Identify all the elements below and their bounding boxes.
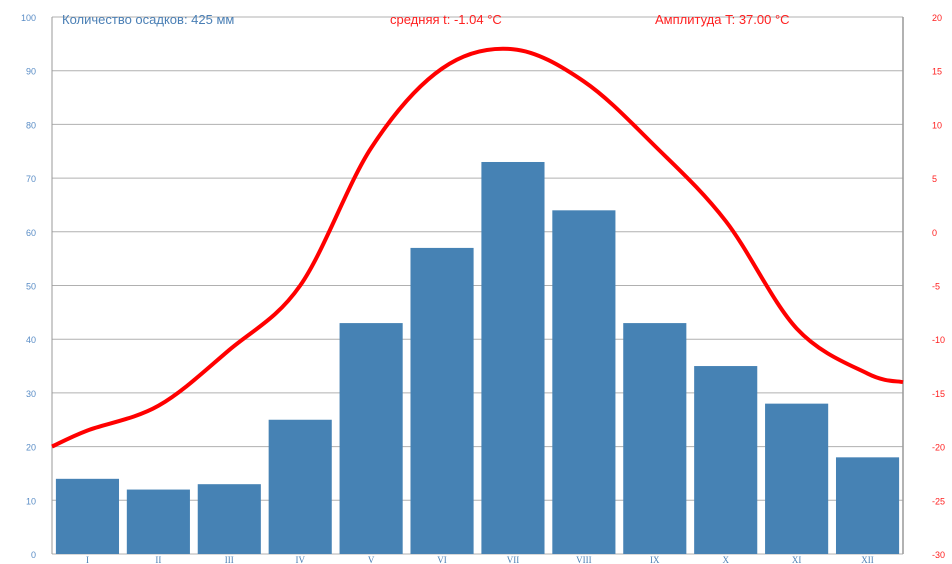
month-label: VII [507, 555, 520, 564]
left-tick-label: 100 [21, 13, 36, 23]
right-tick-label: -15 [932, 389, 945, 399]
right-tick-label: 10 [932, 120, 942, 130]
month-label: IX [650, 555, 660, 564]
right-tick-label: -25 [932, 496, 945, 506]
left-tick-label: 0 [31, 550, 36, 560]
left-tick-label: 30 [26, 389, 36, 399]
right-tick-label: -20 [932, 443, 945, 453]
precipitation-total-label: Количество осадков: 425 мм [62, 12, 235, 27]
precipitation-bar [765, 403, 829, 554]
left-tick-label: 70 [26, 174, 36, 184]
right-tick-label: -10 [932, 335, 945, 345]
precipitation-bar [126, 489, 190, 554]
month-label: V [368, 555, 375, 564]
precipitation-bar [410, 247, 474, 554]
month-label: II [155, 555, 161, 564]
precipitation-bar [835, 457, 900, 554]
precipitation-bar [268, 419, 332, 554]
right-tick-label: 0 [932, 228, 937, 238]
right-tick-label: -30 [932, 550, 945, 560]
precipitation-bar [339, 323, 403, 554]
left-tick-label: 10 [26, 496, 36, 506]
month-label: III [225, 555, 234, 564]
precipitation-bar [197, 484, 261, 554]
left-tick-label: 90 [26, 67, 36, 77]
precipitation-bar [623, 323, 687, 554]
month-label: XI [792, 555, 802, 564]
temperature-amplitude-label: Амплитуда T: 37.00 °C [655, 12, 790, 27]
month-label: IV [295, 555, 305, 564]
left-tick-label: 80 [26, 120, 36, 130]
precipitation-bar [552, 210, 616, 554]
left-tick-label: 50 [26, 282, 36, 292]
right-tick-label: 15 [932, 67, 942, 77]
left-tick-label: 20 [26, 443, 36, 453]
left-tick-label: 60 [26, 228, 36, 238]
mean-temperature-label: средняя t: -1.04 °C [390, 12, 502, 27]
precipitation-bar [55, 478, 120, 554]
precipitation-bar [481, 161, 545, 555]
month-label: XII [861, 555, 874, 564]
month-label: VI [437, 555, 447, 564]
precipitation-bar [694, 366, 758, 554]
month-label: X [722, 555, 729, 564]
month-label: I [86, 555, 89, 564]
right-tick-label: -5 [932, 282, 940, 292]
month-label: VIII [576, 555, 592, 564]
temperature-line [51, 46, 904, 449]
right-tick-label: 5 [932, 174, 937, 184]
right-tick-label: 20 [932, 13, 942, 23]
left-tick-label: 40 [26, 335, 36, 345]
